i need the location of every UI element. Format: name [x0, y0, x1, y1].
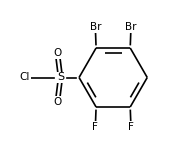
Text: O: O [53, 48, 62, 58]
Text: Br: Br [90, 22, 101, 32]
Text: Cl: Cl [20, 73, 30, 82]
Text: F: F [92, 122, 98, 132]
Text: S: S [57, 73, 64, 82]
Text: F: F [128, 122, 134, 132]
Text: O: O [53, 97, 62, 107]
Text: Br: Br [125, 22, 137, 32]
